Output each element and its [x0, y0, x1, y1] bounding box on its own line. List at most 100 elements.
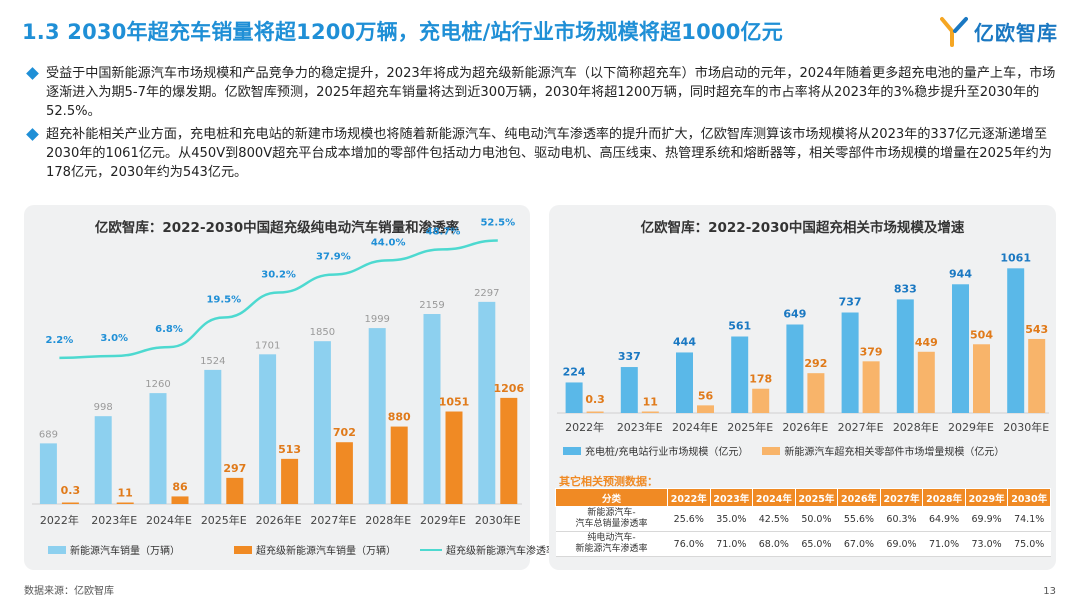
x-tick-label: 2027年E [838, 420, 884, 434]
data-label-parts-market: 449 [915, 336, 938, 349]
legend-label: 新能源汽车销量（万辆） [70, 546, 180, 557]
table-row: 新能源汽车- 汽车总销量渗透率 25.6% 35.0% 42.5% 50.0% 5… [555, 506, 1051, 532]
bar-parts-market [752, 388, 770, 413]
data-label-penetration: 48.7% [426, 226, 461, 237]
bar-charging-market [952, 284, 969, 413]
data-label-penetration: 3.0% [100, 333, 128, 344]
brand-logo-icon [940, 17, 968, 47]
data-label-penetration: 30.2% [261, 270, 296, 281]
row-header: 新能源汽车- 汽车总销量渗透率 [555, 506, 668, 532]
bullet-1-text: 受益于中国新能源汽车市场规模和产品竞争力的稳定提升，2023年将成为超充级新能源… [46, 66, 1056, 119]
market-chart-legend: 充电桩/充电站行业市场规模（亿元） 新能源汽车超充相关零部件市场增量规模（亿元） [563, 443, 1018, 458]
bar-charging-market [731, 336, 749, 413]
data-label-parts-market: 543 [1025, 323, 1048, 336]
bar-nev-sales [94, 416, 112, 504]
table-cell: 55.6% [837, 506, 881, 532]
legend-swatch-orange [234, 545, 252, 554]
table-cell: 71.0% [710, 531, 753, 557]
x-tick-label: 2024年E [146, 513, 192, 527]
sales-chart-legend: 新能源汽车销量（万辆） 超充级新能源汽车销量（万辆） 超充级新能源汽车渗透率 [48, 542, 570, 557]
table-header: 2024年 [752, 488, 796, 507]
data-label-supercharge-sales: 11 [118, 487, 133, 500]
data-label-penetration: 37.9% [316, 252, 351, 263]
legend-label: 充电桩/充电站行业市场规模（亿元） [585, 447, 749, 458]
table-cell: 42.5% [752, 506, 796, 532]
bar-nev-sales [39, 443, 57, 504]
page-title: 1.3 2030年超充车销量将超1200万辆，充电桩/站行业市场规模将超1000… [22, 20, 783, 44]
x-tick-label: 2028年E [365, 513, 411, 527]
legend-label: 超充级新能源汽车销量（万辆） [256, 546, 396, 557]
data-label-parts-market: 178 [749, 373, 772, 386]
bar-nev-sales [423, 314, 441, 504]
bullet-2: 超充补能相关产业方面，充电桩和充电站的新建市场规模也将随着新能源汽车、纯电动汽车… [26, 125, 1058, 182]
data-label-nev-sales: 998 [94, 402, 113, 413]
market-chart: 224 0.3 2022年 337 11 2023年E 444 56 2024年E 561 178 2… [557, 251, 1049, 434]
bar-supercharge-sales [116, 502, 134, 504]
table-header-row: 分类 2022年 2023年 2024年 2025年 2026年 2027年 2… [555, 488, 1051, 507]
legend-line-swatch [420, 548, 442, 551]
table-cell: 67.0% [837, 531, 881, 557]
table-cell: 65.0% [795, 531, 838, 557]
x-tick-label: 2022年 [565, 420, 604, 434]
data-label-supercharge-sales: 513 [278, 443, 301, 456]
bar-parts-market [586, 411, 604, 413]
x-tick-label: 2026年E [782, 420, 828, 434]
bar-parts-market [917, 351, 935, 413]
other-data-label: 其它相关预测数据： [559, 475, 658, 488]
legend-item-nev-sales: 新能源汽车销量（万辆） [48, 542, 180, 557]
bar-parts-market [697, 405, 714, 413]
data-label-supercharge-sales: 1206 [493, 382, 524, 395]
bar-nev-sales [313, 341, 331, 504]
legend-item-penetration: 超充级新能源汽车渗透率 [420, 542, 556, 557]
data-label-penetration: 44.0% [371, 237, 406, 248]
table-header: 2030年 [1007, 488, 1051, 507]
legend-label: 新能源汽车超充相关零部件市场增量规模（亿元） [784, 447, 1005, 458]
bar-supercharge-sales [445, 411, 463, 504]
bar-supercharge-sales [61, 502, 79, 504]
data-source: 数据来源：亿欧智库 [24, 586, 114, 597]
bar-nev-sales [204, 369, 222, 504]
bar-charging-market [896, 299, 914, 413]
data-label-penetration: 6.8% [155, 324, 183, 335]
data-label-supercharge-sales: 297 [223, 462, 246, 475]
data-label-charging-market: 337 [618, 350, 641, 363]
sales-chart-panel: 亿欧智库：2022-2030中国超充级纯电动汽车销量和渗透率 689 0.3 202… [24, 205, 556, 570]
bar-parts-market [807, 373, 825, 413]
page-number: 13 [1043, 586, 1056, 597]
bar-charging-market [620, 367, 638, 413]
row-header: 纯电动汽车- 新能源汽车渗透率 [555, 531, 668, 557]
x-tick-label: 2029年E [420, 513, 466, 527]
sales-chart-title: 亿欧智库：2022-2030中国超充级纯电动汽车销量和渗透率 [94, 220, 460, 236]
data-label-penetration: 19.5% [206, 295, 241, 306]
data-label-charging-market: 944 [949, 267, 972, 280]
legend-item-charging-market: 充电桩/充电站行业市场规模（亿元） [563, 443, 748, 458]
data-label-charging-market: 224 [563, 365, 586, 378]
data-label-charging-market: 649 [783, 308, 806, 321]
x-tick-label: 2023年E [91, 513, 137, 527]
table-cell: 25.6% [667, 506, 711, 532]
prediction-table: 分类 2022年 2023年 2024年 2025年 2026年 2027年 2… [555, 488, 1051, 557]
data-label-charging-market: 833 [894, 282, 917, 295]
row-header-line: 新能源汽车渗透率 [575, 544, 648, 554]
data-label-nev-sales: 1850 [310, 327, 335, 338]
bar-parts-market [641, 411, 659, 413]
table-row: 纯电动汽车- 新能源汽车渗透率 76.0% 71.0% 68.0% 65.0% 6… [555, 531, 1051, 557]
x-tick-label: 2024年E [672, 420, 718, 434]
brand-logo: 亿欧智库 [940, 14, 1058, 48]
data-label-parts-market: 379 [860, 345, 883, 358]
x-tick-label: 2023年E [617, 420, 663, 434]
bar-supercharge-sales [281, 458, 299, 504]
data-label-parts-market: 56 [698, 389, 714, 402]
bar-charging-market [786, 324, 804, 413]
data-label-charging-market: 444 [673, 335, 696, 348]
x-tick-label: 2026年E [256, 513, 302, 527]
x-tick-label: 2028年E [893, 420, 939, 434]
row-header-line: 纯电动汽车- [587, 533, 636, 543]
bar-supercharge-sales [390, 426, 408, 504]
data-label-penetration: 52.5% [480, 218, 515, 229]
market-chart-panel: 亿欧智库：2022-2030中国超充相关市场规模及增速 224 0.3 2022年 3… [549, 205, 1056, 570]
x-tick-label: 2025年E [201, 513, 247, 527]
table-header: 2025年 [794, 488, 839, 507]
table-header: 2027年 [879, 488, 924, 507]
legend-swatch-orange [762, 446, 781, 455]
